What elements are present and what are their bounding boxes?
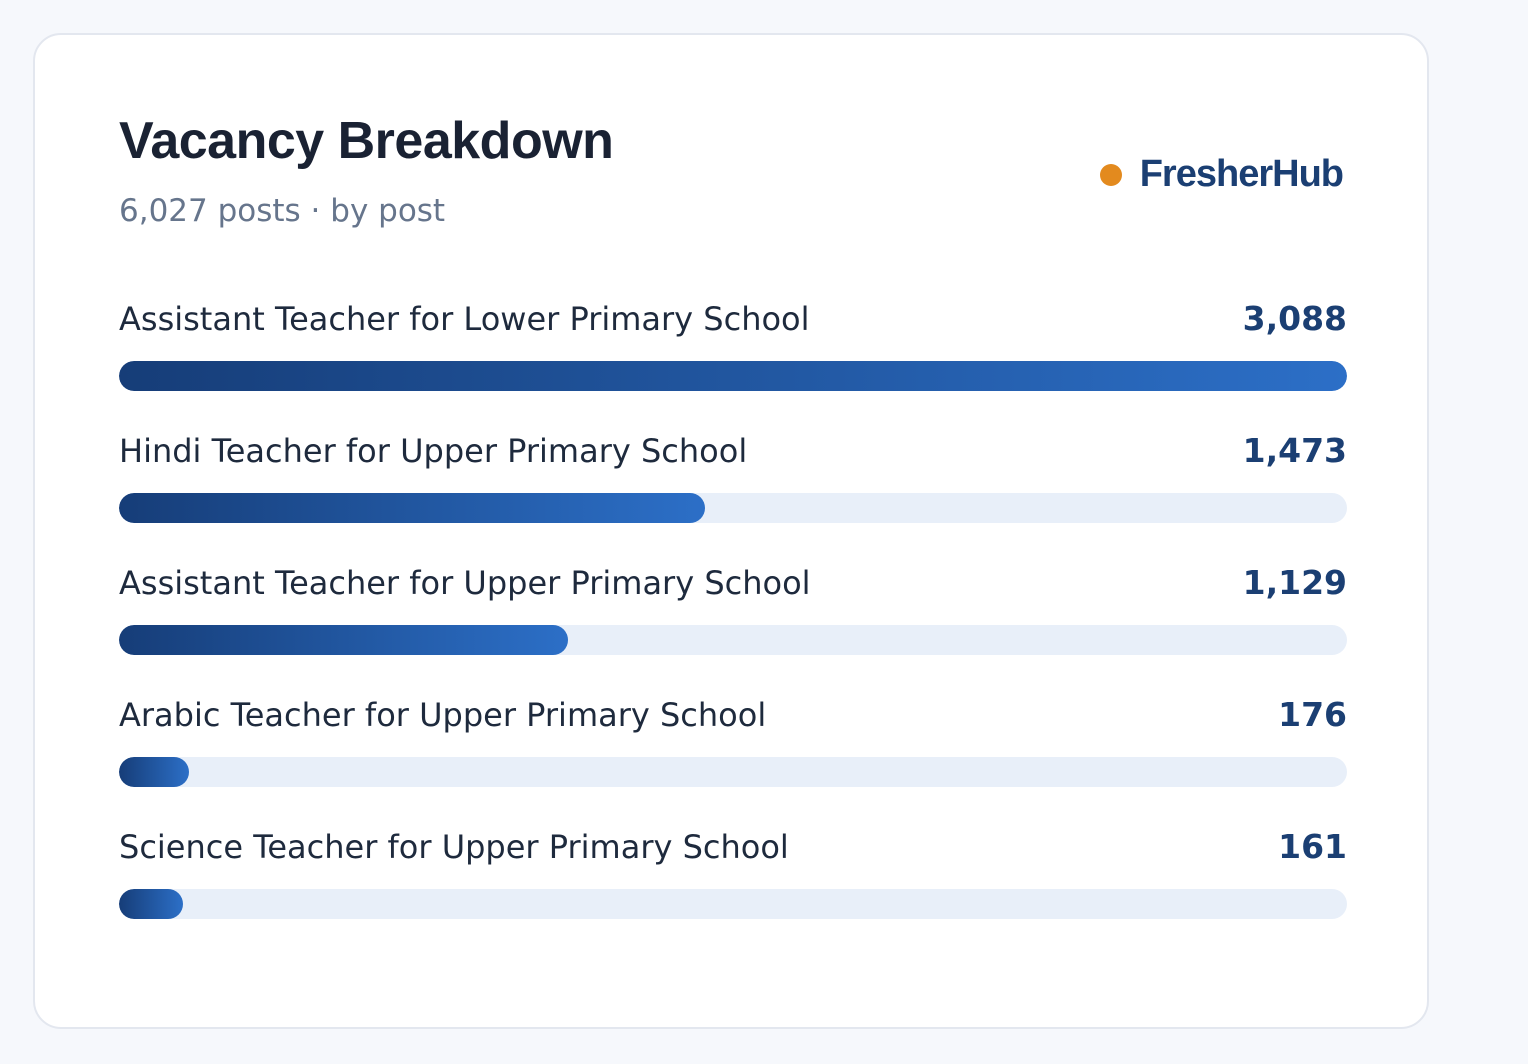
bar-value-label: 3,088 [1242, 299, 1347, 338]
chart-title: Vacancy Breakdown [119, 112, 614, 170]
bar-row-header: Assistant Teacher for Upper Primary Scho… [119, 563, 1347, 611]
bar-fill [119, 757, 189, 787]
bar-row: Arabic Teacher for Upper Primary School 1… [119, 695, 1347, 827]
brand-dot-icon [1099, 163, 1122, 186]
brand-logo: FresherHub [1099, 153, 1344, 196]
bar-track [119, 889, 1347, 919]
bar-row-header: Hindi Teacher for Upper Primary School 1,… [119, 431, 1347, 479]
vacancy-card: Vacancy Breakdown 6,027 posts · by post … [33, 33, 1429, 1029]
bar-row: Assistant Teacher for Lower Primary Scho… [119, 299, 1347, 431]
bar-fill [119, 625, 568, 655]
bar-row: Hindi Teacher for Upper Primary School 1,… [119, 431, 1347, 563]
bar-fill [119, 493, 705, 523]
bar-row-header: Science Teacher for Upper Primary School… [119, 827, 1347, 875]
bar-track [119, 493, 1347, 523]
bar-row-header: Arabic Teacher for Upper Primary School 1… [119, 695, 1347, 743]
bar-label: Arabic Teacher for Upper Primary School [119, 696, 767, 734]
bar-label: Hindi Teacher for Upper Primary School [119, 432, 748, 470]
brand-name: FresherHub [1139, 153, 1344, 195]
bar-track [119, 361, 1347, 391]
bar-label: Assistant Teacher for Upper Primary Scho… [119, 564, 811, 602]
bar-track [119, 625, 1347, 655]
bar-value-label: 1,473 [1242, 431, 1347, 470]
bar-label: Science Teacher for Upper Primary School [119, 828, 789, 866]
bar-fill [119, 361, 1347, 391]
bar-list: Assistant Teacher for Lower Primary Scho… [119, 299, 1347, 959]
bar-label: Assistant Teacher for Lower Primary Scho… [119, 300, 810, 338]
bar-row: Assistant Teacher for Upper Primary Scho… [119, 563, 1347, 695]
bar-row: Science Teacher for Upper Primary School… [119, 827, 1347, 959]
bar-row-header: Assistant Teacher for Lower Primary Scho… [119, 299, 1347, 347]
bar-fill [119, 889, 184, 919]
chart-subtitle: 6,027 posts · by post [119, 193, 446, 229]
bar-track [119, 757, 1347, 787]
bar-value-label: 1,129 [1242, 563, 1347, 602]
bar-value-label: 176 [1278, 695, 1347, 734]
bar-value-label: 161 [1278, 827, 1347, 866]
